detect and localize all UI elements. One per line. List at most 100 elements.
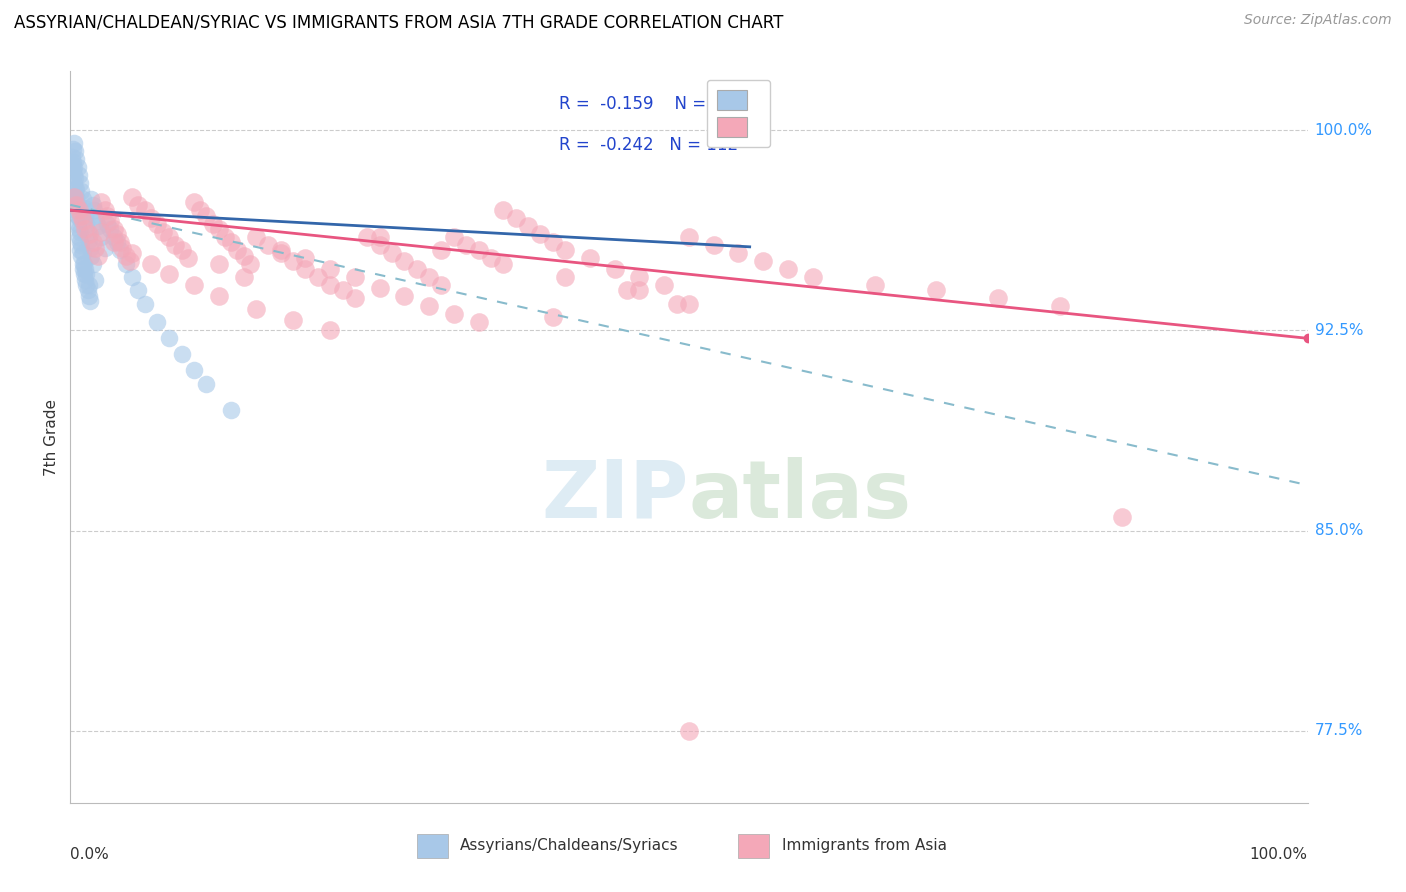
- Point: [208, 256, 231, 270]
- Point: [75, 267, 97, 281]
- Point: [94, 203, 117, 218]
- Point: [418, 299, 440, 313]
- Point: [94, 241, 117, 255]
- Point: [541, 235, 564, 250]
- Point: [121, 246, 143, 260]
- Y-axis label: 7th Grade: 7th Grade: [44, 399, 59, 475]
- Point: [492, 203, 515, 218]
- Point: [146, 315, 169, 329]
- Point: [165, 238, 187, 252]
- Point: [82, 235, 104, 250]
- Text: Immigrants from Asia: Immigrants from Asia: [782, 838, 946, 854]
- Point: [76, 283, 98, 297]
- Legend: , : ,: [707, 79, 770, 147]
- Point: [75, 222, 97, 236]
- Point: [307, 269, 329, 284]
- Point: [245, 230, 267, 244]
- Point: [678, 723, 700, 738]
- Point: [1049, 299, 1071, 313]
- Point: [63, 136, 86, 151]
- Point: [90, 225, 112, 239]
- Point: [616, 283, 638, 297]
- Point: [83, 203, 105, 218]
- Point: [319, 261, 342, 276]
- Bar: [738, 834, 769, 858]
- Point: [183, 277, 205, 292]
- Point: [195, 376, 218, 391]
- Point: [554, 244, 576, 258]
- Point: [208, 288, 231, 302]
- Point: [925, 283, 948, 297]
- Point: [801, 269, 824, 284]
- Point: [394, 253, 416, 268]
- Point: [170, 244, 193, 258]
- Point: [80, 248, 103, 262]
- Point: [72, 246, 94, 260]
- Point: [121, 269, 143, 284]
- Point: [77, 227, 100, 242]
- Point: [63, 169, 86, 183]
- Point: [183, 363, 205, 377]
- Point: [541, 310, 564, 324]
- Point: [72, 261, 94, 276]
- Point: [294, 251, 316, 265]
- Point: [65, 182, 87, 196]
- Text: 85.0%: 85.0%: [1315, 523, 1362, 538]
- Point: [84, 241, 107, 255]
- Text: 77.5%: 77.5%: [1315, 723, 1362, 739]
- Point: [66, 161, 89, 175]
- Point: [270, 246, 292, 260]
- Point: [863, 277, 886, 292]
- Point: [90, 230, 112, 244]
- Point: [65, 198, 87, 212]
- Point: [139, 211, 162, 226]
- Point: [139, 256, 162, 270]
- Point: [65, 187, 87, 202]
- Point: [219, 235, 242, 250]
- Point: [157, 331, 180, 345]
- Point: [75, 217, 97, 231]
- Point: [69, 235, 91, 250]
- Point: [72, 214, 94, 228]
- Point: [467, 244, 489, 258]
- Point: [77, 288, 100, 302]
- Point: [84, 209, 107, 223]
- Point: [69, 177, 91, 191]
- Point: [245, 301, 267, 316]
- Point: [69, 244, 91, 258]
- Point: [628, 283, 651, 297]
- Point: [170, 347, 193, 361]
- Point: [62, 142, 84, 156]
- Point: [214, 230, 236, 244]
- Point: [183, 195, 205, 210]
- Text: ASSYRIAN/CHALDEAN/SYRIAC VS IMMIGRANTS FROM ASIA 7TH GRADE CORRELATION CHART: ASSYRIAN/CHALDEAN/SYRIAC VS IMMIGRANTS F…: [14, 13, 783, 31]
- Point: [79, 241, 101, 255]
- Point: [319, 323, 342, 337]
- Point: [86, 248, 108, 262]
- Point: [343, 269, 366, 284]
- Point: [105, 227, 128, 242]
- Point: [84, 272, 107, 286]
- Point: [66, 217, 89, 231]
- Point: [381, 246, 404, 260]
- Point: [108, 244, 131, 258]
- Point: [63, 190, 86, 204]
- Point: [678, 230, 700, 244]
- Point: [430, 244, 453, 258]
- Point: [188, 203, 211, 218]
- Point: [84, 214, 107, 228]
- Point: [98, 222, 121, 236]
- Point: [103, 222, 125, 236]
- Point: [65, 145, 87, 159]
- Point: [492, 256, 515, 270]
- Point: [343, 291, 366, 305]
- Point: [152, 225, 174, 239]
- Point: [108, 235, 131, 250]
- Point: [65, 203, 87, 218]
- Point: [67, 230, 90, 244]
- Point: [82, 198, 104, 212]
- Point: [430, 277, 453, 292]
- Text: atlas: atlas: [689, 457, 912, 534]
- Point: [678, 296, 700, 310]
- Point: [77, 277, 100, 292]
